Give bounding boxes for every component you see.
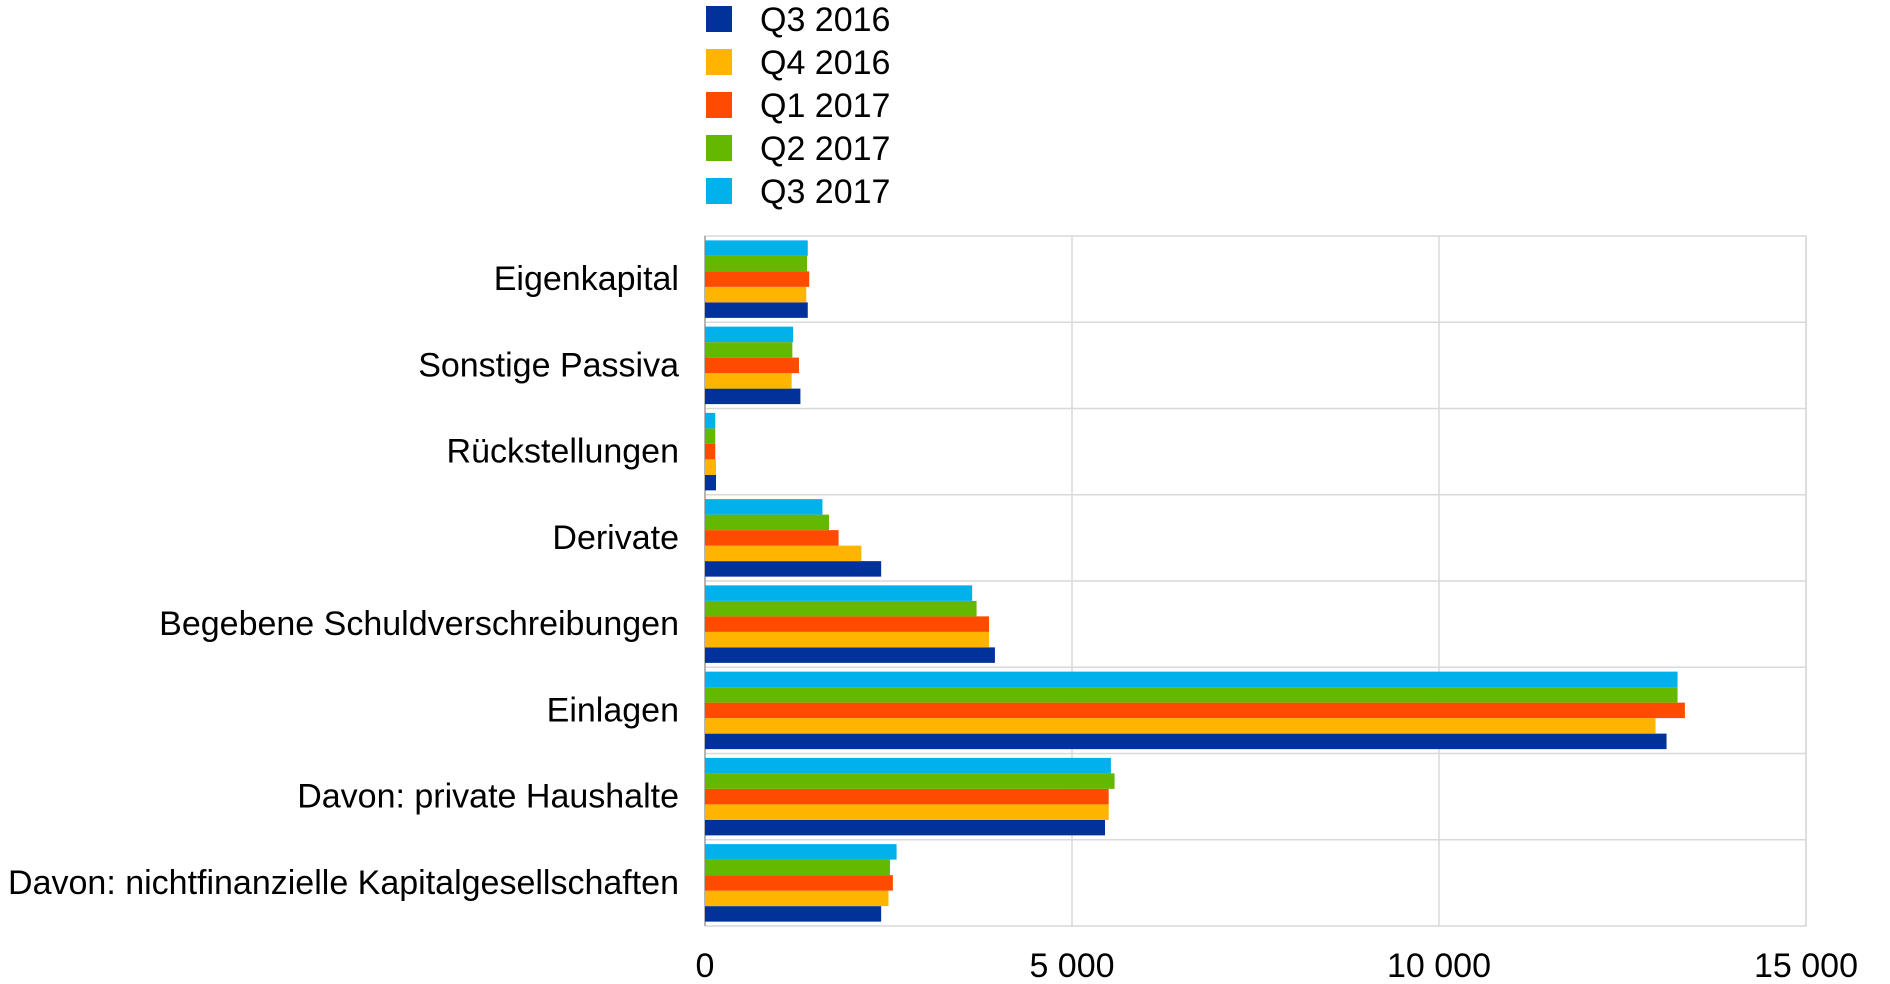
category-label: Sonstige Passiva xyxy=(418,346,679,384)
bar-q1-2017 xyxy=(705,530,839,546)
x-tick-label: 0 xyxy=(696,947,715,984)
bar-q4-2016 xyxy=(705,804,1109,820)
category-label: Davon: private Haushalte xyxy=(297,778,679,816)
bar-q3-2016 xyxy=(705,561,882,577)
legend-swatch xyxy=(706,178,732,204)
category-label: Eigenkapital xyxy=(494,260,679,298)
bar-q2-2017 xyxy=(705,255,808,272)
x-tick-label: 5 000 xyxy=(1029,947,1114,984)
bar-q3-2016 xyxy=(705,733,1667,750)
x-axis-ticks: 0 5 000 10 000 15 000 xyxy=(696,947,1858,984)
bar-q3-2017 xyxy=(705,671,1678,688)
bar-q2-2017 xyxy=(705,859,890,876)
bar-q1-2017 xyxy=(705,875,893,891)
bar-q2-2017 xyxy=(705,600,977,617)
bar-q3-2017 xyxy=(705,499,823,515)
bar-q3-2016 xyxy=(705,819,1106,836)
legend-label: Q3 2016 xyxy=(760,1,890,39)
bar-q3-2017 xyxy=(705,844,897,860)
bar-q3-2017 xyxy=(705,240,808,256)
legend-swatch xyxy=(706,92,732,118)
bar-q1-2017 xyxy=(705,443,716,460)
legend-label: Q4 2016 xyxy=(760,44,890,82)
bar-q1-2017 xyxy=(705,271,810,287)
bar-q2-2017 xyxy=(705,773,1115,789)
bar-q3-2017 xyxy=(705,585,973,601)
x-tick-label: 15 000 xyxy=(1754,947,1858,984)
legend-swatch xyxy=(706,6,732,32)
bar-q2-2017 xyxy=(705,687,1678,703)
bar-q4-2016 xyxy=(705,373,792,389)
bar-q3-2016 xyxy=(705,388,801,405)
bar-q4-2016 xyxy=(705,718,1656,734)
bar-q2-2017 xyxy=(705,514,830,531)
legend-label: Q2 2017 xyxy=(760,130,890,168)
category-label: Rückstellungen xyxy=(447,433,679,471)
legend-label: Q1 2017 xyxy=(760,87,890,125)
category-label: Derivate xyxy=(552,519,679,557)
bar-q2-2017 xyxy=(705,428,716,444)
bar-q2-2017 xyxy=(705,342,793,358)
bar-q1-2017 xyxy=(705,788,1109,805)
category-labels: Eigenkapital Sonstige Passiva Rückstellung… xyxy=(8,260,679,902)
bar-q4-2016 xyxy=(705,459,717,475)
bar-q3-2017 xyxy=(705,757,1111,774)
bar-q3-2016 xyxy=(705,647,995,663)
bar-q1-2017 xyxy=(705,357,799,374)
legend: Q3 2016 Q4 2016 Q1 2017 Q2 2017 Q3 2017 xyxy=(706,1,890,211)
bar-q3-2016 xyxy=(705,474,717,491)
bar-q4-2016 xyxy=(705,631,990,648)
bar-q3-2017 xyxy=(705,326,794,343)
bar-q4-2016 xyxy=(705,286,807,303)
bar-q3-2016 xyxy=(705,302,808,318)
bar-q4-2016 xyxy=(705,545,862,562)
bar-q4-2016 xyxy=(705,890,889,907)
category-label: Davon: nichtfinanzielle Kapitalgesellsch… xyxy=(8,864,679,902)
bar-q1-2017 xyxy=(705,616,990,632)
bar-q3-2016 xyxy=(705,906,882,922)
legend-swatch xyxy=(706,49,732,75)
legend-label: Q3 2017 xyxy=(760,173,890,211)
bar-q3-2017 xyxy=(705,412,716,429)
bars xyxy=(705,240,1685,922)
bar-q1-2017 xyxy=(705,702,1685,719)
category-label: Begebene Schuldverschreibungen xyxy=(159,605,679,643)
category-label: Einlagen xyxy=(547,691,679,729)
legend-swatch xyxy=(706,135,732,161)
x-tick-label: 10 000 xyxy=(1387,947,1491,984)
